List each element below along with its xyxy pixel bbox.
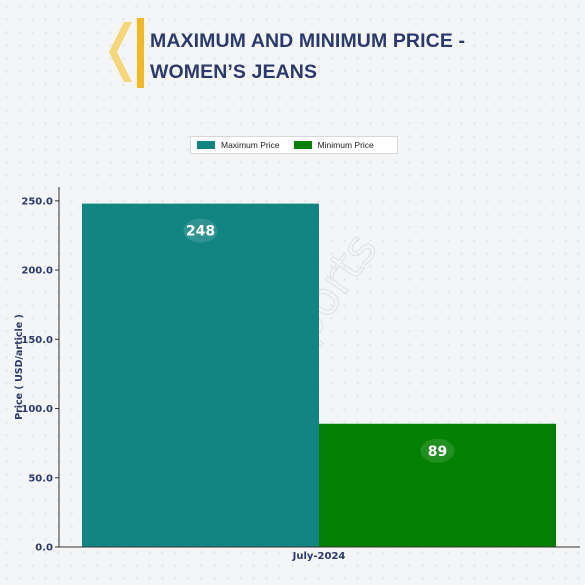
chart-title-line-1: MAXIMUM AND MINIMUM PRICE - [150,30,466,52]
brand-chevron-logo [109,18,144,88]
legend-item-max: Maximum Price [197,140,280,150]
data-label-minimum: 89 [428,444,447,460]
y-tick-label: 100.0 [21,404,53,415]
data-label-maximum: 248 [186,224,215,240]
y-tick-label: 0.0 [35,543,53,554]
legend-label-min: Minimum Price [317,140,374,150]
chart-title: MAXIMUM AND MINIMUM PRICE - WOMEN’S JEAN… [150,26,550,88]
legend-item-min: Minimum Price [293,140,374,150]
x-tick-label: July-2024 [292,551,346,562]
legend-label-max: Maximum Price [221,140,280,150]
logo-chevron-shape [109,22,132,82]
legend-swatch-max [197,141,215,149]
chart-title-line-2: WOMEN’S JEANS [150,61,318,83]
data-label-background [183,218,218,243]
data-label-background [420,438,455,463]
bar-minimum-price [319,423,556,547]
y-tick-label: 150.0 [21,335,53,346]
y-tick-label: 250.0 [21,196,53,207]
y-tick-label: 200.0 [21,266,53,277]
y-axis-ticks: 0.0 50.0 100.0 150.0 200.0 250.0 [21,196,59,554]
y-tick-label: 50.0 [28,473,53,484]
bars-layer [82,203,556,547]
logo-accent-bar [137,18,144,88]
y-axis-title: Price ( USD/article ) [14,314,25,420]
chart-legend: Maximum Price Minimum Price [190,136,398,154]
legend-swatch-min [293,141,312,149]
data-labels-layer: 248 89 [183,218,455,463]
bar-maximum-price [82,203,319,547]
